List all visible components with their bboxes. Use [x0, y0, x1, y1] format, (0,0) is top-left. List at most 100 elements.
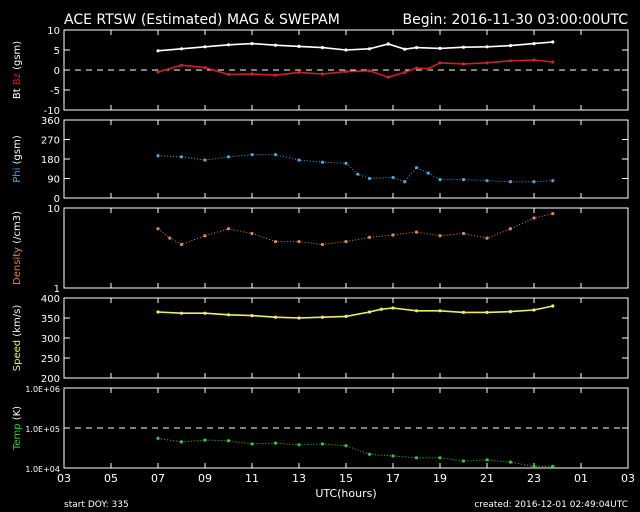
x-tick-label: 11: [245, 472, 259, 485]
data-point-temp: [485, 458, 489, 462]
y-tick-label: 1.0E+04: [25, 465, 60, 474]
data-point-phi: [551, 179, 555, 183]
data-point-temp: [438, 456, 442, 460]
data-point-speed: [414, 309, 419, 313]
data-point-temp: [156, 436, 160, 440]
data-point-phi: [532, 180, 536, 184]
begin-time: Begin: 2016-11-30 03:00:00UTC: [403, 12, 629, 28]
data-point-phi: [297, 158, 301, 162]
data-point-phi: [203, 158, 207, 162]
y-tick-label: 270: [41, 136, 60, 147]
x-tick-label: 15: [339, 472, 353, 485]
y-tick-label: 10: [47, 26, 60, 37]
chart-title: ACE RTSW (Estimated) MAG & SWEPAM: [64, 12, 340, 28]
series-line-density: [157, 213, 553, 246]
data-point-density: [179, 242, 184, 247]
data-point-density: [273, 240, 278, 244]
data-point-density: [551, 212, 555, 216]
y-label-part: Bz: [12, 73, 23, 88]
data-point-temp: [461, 459, 466, 463]
data-point-bt: [273, 43, 278, 47]
data-point-density: [226, 227, 231, 231]
data-point-density: [532, 216, 536, 220]
data-point-density: [391, 233, 395, 237]
data-point-speed: [320, 315, 325, 319]
data-point-density: [203, 234, 207, 238]
data-point-bz: [551, 60, 555, 64]
data-point-temp: [414, 456, 419, 460]
data-point-bt: [367, 47, 372, 51]
y-axis-label: Bt Bz (gsm): [12, 41, 23, 99]
data-point-bz: [203, 66, 207, 70]
data-point-speed: [508, 310, 513, 314]
y-tick-label: -5: [50, 86, 60, 97]
data-point-bt: [461, 45, 466, 49]
data-point-speed: [461, 310, 466, 314]
y-label-part: (km/s): [12, 305, 23, 340]
data-point-bz: [179, 63, 184, 67]
data-point-temp: [250, 442, 254, 446]
x-tick-label: 17: [386, 472, 400, 485]
x-tick-label: 01: [574, 472, 588, 485]
data-point-density: [156, 227, 160, 231]
data-point-phi: [426, 171, 430, 175]
data-point-density: [438, 234, 442, 238]
created-time: created: 2016-12-01 02:49:04UTC: [474, 500, 628, 510]
data-point-density: [344, 240, 348, 244]
data-point-bz: [403, 70, 407, 74]
data-point-density: [414, 230, 419, 234]
y-label-part: (gsm): [12, 135, 23, 167]
data-point-phi: [273, 153, 278, 157]
data-point-bz: [438, 61, 442, 65]
data-point-temp: [179, 440, 184, 444]
data-point-bz: [320, 72, 325, 76]
data-point-phi: [461, 177, 466, 182]
data-point-density: [320, 242, 325, 247]
y-tick-label: 1: [54, 284, 60, 295]
data-point-bz: [273, 73, 278, 77]
data-point-bt: [344, 48, 348, 52]
panel-frame: [63, 387, 629, 469]
data-point-phi: [438, 177, 442, 182]
y-axis-label: Speed (km/s): [12, 305, 23, 372]
data-point-density: [367, 235, 372, 239]
data-point-bt: [438, 46, 442, 51]
y-tick-label: 1.0E+06: [25, 385, 60, 394]
y-tick-label: 250: [41, 354, 60, 365]
x-tick-label: 07: [151, 472, 165, 485]
data-point-density: [508, 227, 513, 231]
data-point-phi: [156, 154, 160, 158]
data-point-density: [297, 240, 301, 244]
data-point-bt: [226, 43, 231, 47]
data-point-phi: [403, 180, 407, 184]
y-axis-label: Temp (K): [12, 406, 23, 451]
y-tick-label: 5: [54, 46, 60, 57]
data-point-temp: [320, 442, 325, 446]
series-line-bz: [157, 59, 553, 79]
x-tick-label: 03: [621, 472, 635, 485]
data-point-bt: [297, 44, 301, 49]
data-point-temp: [226, 439, 231, 443]
data-point-speed: [297, 316, 301, 320]
data-point-speed: [485, 310, 489, 314]
y-label-part: Temp: [12, 423, 23, 451]
data-point-bz: [367, 69, 372, 73]
data-point-speed: [179, 311, 184, 315]
data-point-bt: [179, 47, 184, 51]
x-axis-label: UTC(hours): [315, 487, 376, 500]
series-line-bt: [157, 41, 553, 52]
data-point-speed: [203, 311, 207, 315]
y-tick-label: 10: [47, 204, 60, 215]
data-point-bt: [320, 46, 325, 50]
data-point-temp: [367, 452, 372, 456]
data-point-speed: [391, 306, 395, 310]
data-point-bt: [508, 44, 513, 48]
data-point-bz: [386, 75, 390, 79]
data-point-speed: [551, 304, 555, 308]
data-point-speed: [367, 310, 372, 314]
y-axis-label: Phi (gsm): [12, 135, 23, 183]
y-tick-label: -10: [44, 106, 60, 117]
y-tick-label: 1.0E+05: [25, 425, 60, 434]
y-tick-label: 90: [47, 175, 60, 186]
